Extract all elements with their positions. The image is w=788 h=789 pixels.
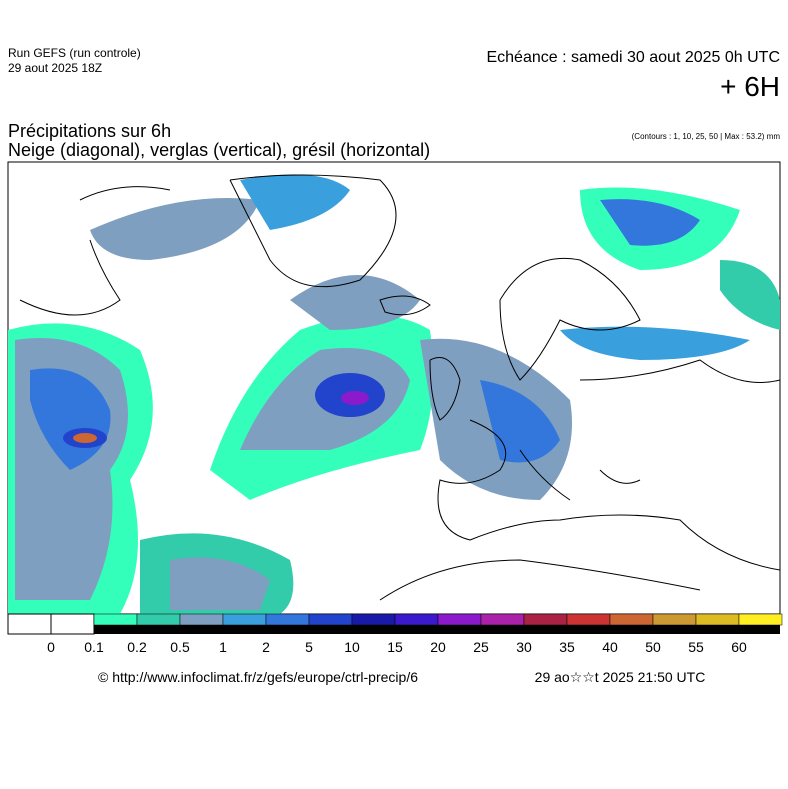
map-subtitle: Neige (diagonal), verglas (vertical), gr… — [8, 140, 430, 160]
legend-label: 55 — [688, 639, 704, 655]
legend-label: 50 — [645, 639, 661, 655]
legend-label: 25 — [473, 639, 489, 655]
legend-swatch — [566, 613, 611, 626]
valid-time: Echéance : samedi 30 aout 2025 0h UTC — [486, 49, 780, 66]
source-url: © http://www.infoclimat.fr/z/gefs/europe… — [98, 669, 418, 685]
legend-label: 0.2 — [127, 639, 147, 655]
run-label: Run GEFS (run controle) — [8, 46, 141, 60]
legend-swatch — [695, 613, 740, 626]
coastlines — [19, 174, 780, 601]
legend-bar — [94, 625, 780, 634]
legend-label: 0.1 — [84, 639, 104, 655]
legend-swatch — [93, 613, 138, 626]
legend-swatch — [437, 613, 482, 626]
map — [7, 161, 781, 615]
legend-swatch — [265, 613, 310, 626]
legend-swatch — [222, 613, 267, 626]
legend-label: 15 — [387, 639, 403, 655]
legend-label: 20 — [430, 639, 446, 655]
lead-time: + 6H — [720, 71, 780, 102]
legend-label: 1 — [219, 639, 227, 655]
precip-fields — [8, 174, 780, 614]
legend-label: 2 — [262, 639, 270, 655]
legend-swatch — [480, 613, 525, 626]
contours-note: (Contours : 1, 10, 25, 50 | Max : 53.2) … — [632, 132, 781, 141]
legend-cell — [7, 613, 52, 635]
legend-label: 40 — [602, 639, 618, 655]
legend-swatch — [351, 613, 396, 626]
legend-label: 0.5 — [170, 639, 190, 655]
legend-swatch — [308, 613, 353, 626]
legend-label: 10 — [344, 639, 360, 655]
legend-swatch — [136, 613, 181, 626]
legend-swatch — [738, 613, 783, 626]
legend-swatch — [394, 613, 439, 626]
run-date: 29 aout 2025 18Z — [8, 61, 102, 75]
legend-label: 0 — [47, 639, 55, 655]
legend-label: 35 — [559, 639, 575, 655]
legend-label: 60 — [731, 639, 747, 655]
color-legend: 0 0.1 0.2 0.5 1 2 5 10 15 20 25 30 35 40 50 55 60 — [7, 613, 783, 655]
legend-swatch — [609, 613, 654, 626]
map-title: Précipitations sur 6h — [8, 121, 171, 141]
legend-label: 30 — [516, 639, 532, 655]
timestamp: 29 ao☆☆t 2025 21:50 UTC — [535, 669, 706, 685]
legend-swatch — [523, 613, 568, 626]
legend-label: 5 — [305, 639, 313, 655]
legend-cell — [50, 613, 95, 635]
legend-swatch — [652, 613, 697, 626]
legend-swatch — [179, 613, 224, 626]
